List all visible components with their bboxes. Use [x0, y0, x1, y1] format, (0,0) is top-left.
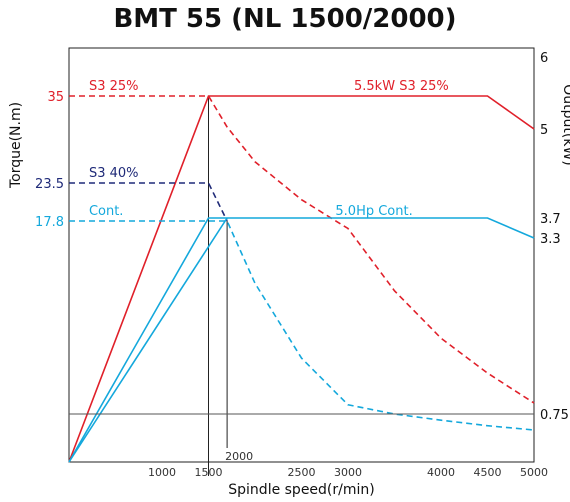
- y-axis-label-right: Output(kW): [560, 84, 570, 166]
- series-label-0: S3 25%: [89, 79, 139, 94]
- series-label-4: 5.0Hp Cont.: [335, 204, 412, 219]
- series-line-1: [68, 95, 535, 463]
- right-tick-label: 0.75: [540, 408, 569, 423]
- x-tick-label: 1500: [195, 466, 223, 479]
- series-line-4: [68, 217, 535, 463]
- y-axis-label-left: Torque(N.m): [8, 102, 24, 189]
- left-tick-label: 23.5: [35, 177, 64, 192]
- x-tick-label: 1000: [148, 466, 176, 479]
- plot-frame: [68, 47, 535, 463]
- right-tick-label: 3.3: [540, 232, 561, 247]
- right-tick-label: 5: [540, 123, 548, 138]
- chart-title: BMT 55 (NL 1500/2000): [113, 4, 457, 34]
- x-tick-label: 3000: [334, 466, 362, 479]
- right-tick-label: 6: [540, 51, 548, 66]
- series-label-1: 5.5kW S3 25%: [354, 79, 449, 94]
- x-tick-label: 2000: [225, 450, 253, 463]
- right-tick-label: 3.7: [540, 212, 561, 227]
- series-line-3: [69, 220, 535, 431]
- x-tick-label: 5000: [520, 466, 548, 479]
- left-tick-label: 35: [47, 90, 64, 105]
- x-tick-label: 4000: [427, 466, 455, 479]
- x-axis-label: Spindle speed(r/min): [228, 482, 374, 498]
- x-tick-label: 2500: [288, 466, 316, 479]
- left-tick-label: 17.8: [35, 215, 64, 230]
- series-line-5: [68, 217, 228, 463]
- x-tick-label: 4500: [474, 466, 502, 479]
- series-label-3: Cont.: [89, 204, 124, 219]
- series-label-2: S3 40%: [89, 166, 139, 181]
